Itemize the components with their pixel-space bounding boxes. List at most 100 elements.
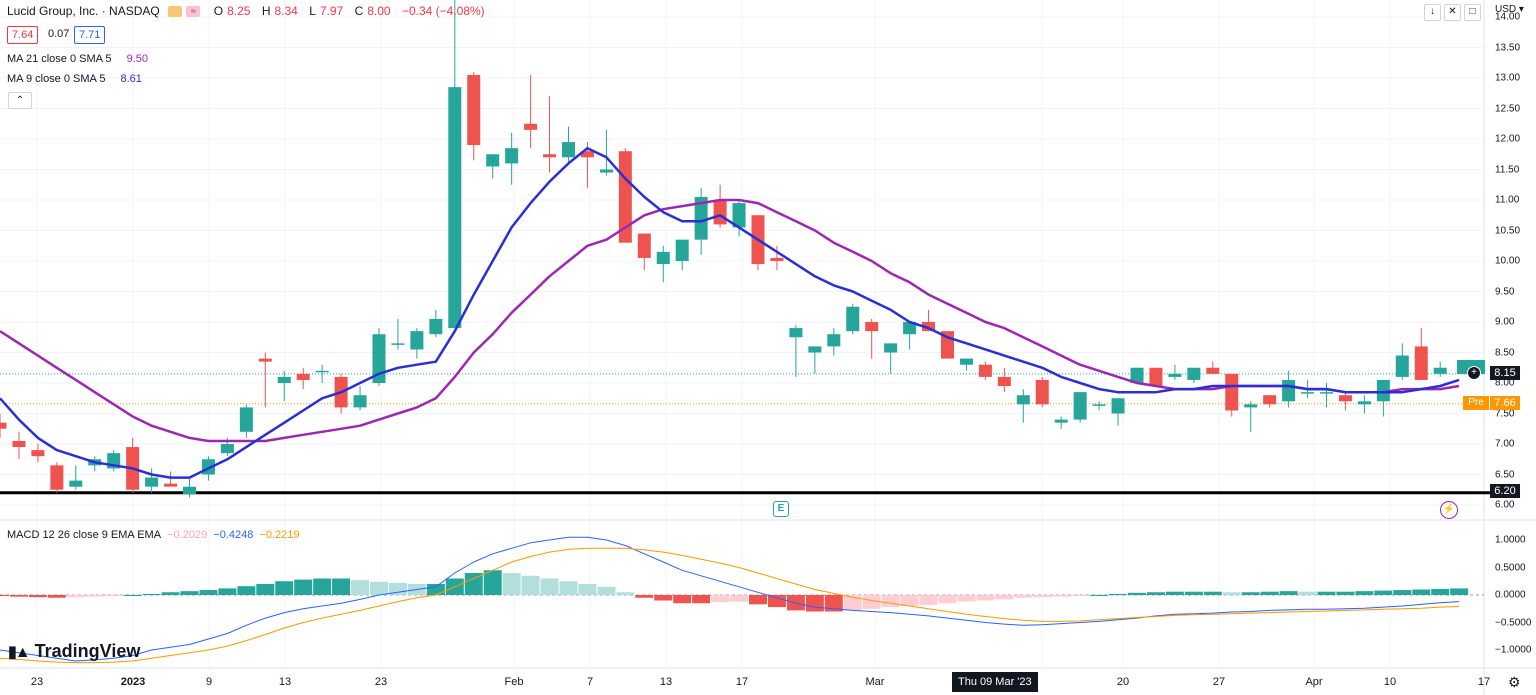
candle-down xyxy=(865,322,879,332)
candle-up xyxy=(1092,404,1106,406)
time-tick-label: 2023 xyxy=(120,676,146,688)
price-tick-label: 9.00 xyxy=(1495,316,1515,328)
candle-up xyxy=(429,318,443,335)
macd-histogram-bar xyxy=(199,590,218,595)
candle-up xyxy=(827,334,841,347)
macd-histogram-bar xyxy=(786,595,805,611)
macd-histogram-bar xyxy=(426,584,445,595)
ma9-legend[interactable]: MA 9 close 0 SMA 5 8.61 xyxy=(7,73,146,85)
ma21-label: MA 21 close 0 SMA 5 xyxy=(7,53,112,65)
macd-histogram-bar xyxy=(256,584,275,595)
bid-price[interactable]: 7.64 xyxy=(7,26,39,44)
candle-down xyxy=(978,364,992,377)
price-tick-label: 6.00 xyxy=(1495,499,1515,511)
macd-legend[interactable]: MACD 12 26 close 9 EMA EMA −0.2029 −0.42… xyxy=(7,529,302,541)
candle-down xyxy=(258,358,272,362)
candle-up xyxy=(145,477,159,487)
candle-down xyxy=(50,465,64,490)
maximize-icon[interactable]: □ xyxy=(1464,4,1481,21)
macd-histogram-bar xyxy=(1014,595,1033,598)
candle-up xyxy=(353,395,367,408)
macd-histogram-bar xyxy=(1450,588,1469,595)
macd-histogram-bar xyxy=(1431,588,1450,595)
candle-up xyxy=(410,331,424,350)
candle-up xyxy=(1073,392,1087,420)
ma21-value: 9.50 xyxy=(126,53,149,65)
macd-histogram-bar xyxy=(161,592,180,595)
macd-histogram-bar xyxy=(1374,590,1393,595)
ma21-legend[interactable]: MA 21 close 0 SMA 5 9.50 xyxy=(7,53,152,65)
settings-gear-icon[interactable]: ⚙ xyxy=(1508,674,1521,690)
candle-up xyxy=(903,322,917,335)
macd-histogram-bar xyxy=(862,595,881,609)
macd-histogram-bar xyxy=(521,575,540,595)
wave-icon[interactable]: ≈ xyxy=(186,6,201,18)
candle-up xyxy=(1187,367,1201,380)
ohlc-high: H 8.34 xyxy=(261,4,298,18)
macd-histogram-bar xyxy=(1260,591,1279,595)
pre-market-tag: 7.66 xyxy=(1490,396,1520,410)
macd-tick-label: 0.0000 xyxy=(1495,589,1526,601)
candle-up xyxy=(884,343,898,353)
macd-histogram-bar xyxy=(730,595,749,602)
candle-up xyxy=(562,142,575,158)
candle-up xyxy=(808,346,822,353)
tv-logo-icon: ▮▲ xyxy=(8,644,31,661)
price-tick-label: 7.50 xyxy=(1495,408,1515,419)
support-level-tag: 6.20 xyxy=(1490,484,1520,498)
macd-histogram-bar xyxy=(540,578,559,595)
close-icon[interactable]: ✕ xyxy=(1444,4,1461,21)
macd-histogram-bar xyxy=(9,595,28,597)
price-tick-label: 14.00 xyxy=(1495,11,1521,23)
macd-histogram-bar xyxy=(635,595,654,598)
macd-histogram-bar xyxy=(957,595,976,602)
macd-signal-value: −0.2219 xyxy=(259,529,300,541)
price-tick-label: 7.00 xyxy=(1495,438,1515,450)
lightning-icon[interactable]: ⚡ xyxy=(1440,501,1458,519)
macd-histogram-bar xyxy=(1336,591,1355,595)
price-tick-label: 11.00 xyxy=(1495,194,1520,206)
candle-down xyxy=(1035,379,1049,405)
price-tick-label: 12.50 xyxy=(1495,103,1521,114)
spread-value: 0.07 xyxy=(48,28,70,40)
macd-histogram-bar xyxy=(767,595,786,608)
candle-up xyxy=(959,358,973,365)
time-tick-label: 23 xyxy=(374,676,388,688)
candle-up xyxy=(846,306,860,332)
currency-selector[interactable]: USD ▾ xyxy=(1495,4,1524,15)
ask-price[interactable]: 7.71 xyxy=(74,26,106,44)
price-tick-label: 8.50 xyxy=(1495,347,1515,358)
macd-histogram-bar xyxy=(692,595,711,604)
candle-down xyxy=(770,257,784,261)
symbol-title[interactable]: Lucid Group, Inc. · NASDAQ xyxy=(7,4,160,18)
candle-up xyxy=(694,196,708,240)
currency-label: USD xyxy=(1495,4,1517,15)
candle-down xyxy=(543,154,557,158)
candle-up xyxy=(315,370,329,373)
candle-down xyxy=(0,422,7,429)
macd-histogram-bar xyxy=(370,581,388,595)
macd-histogram-bar xyxy=(616,592,635,595)
price-tick-label: 13.00 xyxy=(1495,72,1521,84)
macd-histogram-bar xyxy=(1412,589,1431,595)
macd-histogram-bar xyxy=(1128,592,1146,595)
candle-down xyxy=(1414,346,1428,380)
arrow-down-icon[interactable]: ↓ xyxy=(1424,4,1441,21)
macd-histogram-bar xyxy=(1298,591,1317,595)
candle-down xyxy=(164,483,178,487)
macd-line xyxy=(0,536,1460,662)
chevron-up-icon[interactable]: ⌃ xyxy=(8,92,32,109)
macd-histogram-bar xyxy=(1393,590,1412,595)
macd-histogram-bar xyxy=(881,595,900,608)
macd-histogram-bar xyxy=(1241,592,1260,595)
tradingview-logo[interactable]: ▮▲ TradingView xyxy=(8,641,140,662)
flag-icon[interactable] xyxy=(168,6,183,18)
candle-down xyxy=(1206,367,1220,374)
time-tick-label: 20 xyxy=(1116,676,1130,688)
candle-down xyxy=(1263,395,1277,405)
earnings-icon[interactable]: E xyxy=(773,501,789,517)
plus-circle-icon[interactable]: + xyxy=(1467,366,1481,380)
candle-up xyxy=(599,169,613,173)
time-tick-label: 13 xyxy=(278,676,292,688)
